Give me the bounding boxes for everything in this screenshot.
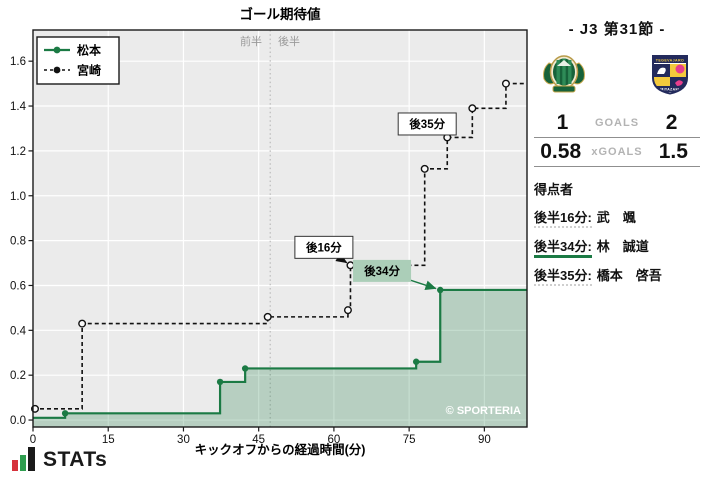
xgoals-row: 0.58 xGOALS 1.5 bbox=[534, 138, 700, 168]
xg-chart-section: ゴール期待値 0.0 0.2 0.4 0.6 0.8 1.0 1.2 1.4 1.6 0 15 30 4… bbox=[10, 6, 528, 457]
svg-text:後35分: 後35分 bbox=[409, 117, 445, 131]
svg-text:1.0: 1.0 bbox=[10, 191, 26, 203]
svg-text:15: 15 bbox=[102, 434, 115, 446]
scorers-section: 得点者 後半16分: 武 颯後半34分: 林 誠道 後半35分: 橋本 啓吾 bbox=[534, 179, 700, 287]
svg-text:0.6: 0.6 bbox=[10, 280, 26, 292]
scorer-time: 後半34分: bbox=[534, 239, 592, 259]
goals-label: GOALS bbox=[594, 116, 640, 129]
chart-title: ゴール期待値 bbox=[240, 6, 321, 22]
team-logos-row: TEGEVAJARO MIYAZAKI bbox=[532, 49, 702, 97]
svg-text:1.4: 1.4 bbox=[10, 101, 27, 113]
scorer-name: 橋本 啓吾 bbox=[596, 268, 662, 284]
away-xgoals: 1.5 bbox=[658, 140, 688, 164]
stats-logo: STATs bbox=[12, 447, 107, 471]
scorer-time: 後半16分: bbox=[534, 210, 592, 229]
scorer-row: 後半35分: 橋本 啓吾 bbox=[534, 265, 700, 287]
stats-logo-icon bbox=[12, 447, 35, 471]
svg-text:後16分: 後16分 bbox=[306, 240, 342, 254]
svg-text:松本: 松本 bbox=[77, 43, 101, 58]
scorer-name: 林 誠道 bbox=[596, 239, 649, 255]
home-xgoals: 0.58 bbox=[540, 140, 582, 164]
xgoals-label: xGOALS bbox=[591, 145, 643, 158]
away-team-logo: TEGEVAJARO MIYAZAKI bbox=[652, 55, 688, 95]
scorer-time: 後半35分: bbox=[534, 268, 592, 287]
watermark: © SPORTERIA bbox=[446, 405, 521, 417]
svg-text:45: 45 bbox=[252, 434, 265, 446]
svg-text:0.8: 0.8 bbox=[10, 236, 26, 248]
scorers-title: 得点者 bbox=[534, 182, 574, 198]
stats-logo-text: STATs bbox=[43, 448, 108, 471]
match-summary-panel: - J3 第31節 - bbox=[532, 18, 702, 294]
match-title: - J3 第31節 - bbox=[568, 21, 666, 38]
home-team-logo bbox=[543, 55, 585, 93]
scorer-row: 後半34分: 林 誠道 bbox=[534, 236, 700, 259]
svg-text:1.6: 1.6 bbox=[10, 56, 26, 68]
x-axis-label: キックオフからの経過時間(分) bbox=[195, 442, 366, 457]
scorer-list: 後半16分: 武 颯後半34分: 林 誠道 後半35分: 橋本 啓吾 bbox=[534, 207, 700, 287]
half-label-first: 前半 bbox=[240, 34, 262, 48]
svg-text:0.2: 0.2 bbox=[10, 370, 26, 382]
svg-text:TEGEVAJARO: TEGEVAJARO bbox=[656, 58, 685, 62]
svg-text:30: 30 bbox=[177, 434, 190, 446]
scorer-row: 後半16分: 武 颯 bbox=[534, 207, 700, 229]
home-goals: 1 bbox=[556, 111, 569, 134]
svg-text:75: 75 bbox=[403, 434, 416, 446]
svg-text:0.0: 0.0 bbox=[10, 415, 26, 427]
plot-border bbox=[32, 29, 528, 428]
svg-text:0: 0 bbox=[30, 434, 36, 446]
svg-text:90: 90 bbox=[478, 434, 491, 446]
svg-text:後34分: 後34分 bbox=[364, 264, 400, 278]
away-goals: 2 bbox=[665, 111, 678, 134]
svg-text:0.4: 0.4 bbox=[10, 325, 27, 337]
svg-text:MIYAZAKI: MIYAZAKI bbox=[660, 88, 679, 92]
goals-row: 1 GOALS 2 bbox=[534, 109, 700, 139]
scorer-name: 武 颯 bbox=[596, 210, 636, 226]
svg-text:60: 60 bbox=[328, 434, 341, 446]
xg-chart-svg: ゴール期待値 0.0 0.2 0.4 0.6 0.8 1.0 1.2 1.4 1.6 0 15 30 4… bbox=[10, 6, 528, 457]
svg-text:1.2: 1.2 bbox=[10, 146, 26, 158]
svg-text:宮崎: 宮崎 bbox=[77, 63, 101, 78]
half-label-second: 後半 bbox=[278, 34, 300, 48]
plot-area bbox=[33, 30, 527, 427]
